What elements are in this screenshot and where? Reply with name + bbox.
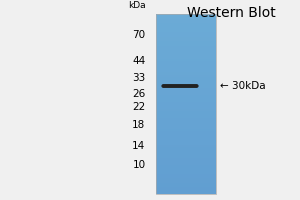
Bar <box>156 23 216 25</box>
Bar <box>156 124 216 126</box>
Bar <box>156 92 216 95</box>
Bar <box>156 153 216 156</box>
Bar <box>156 104 216 106</box>
Bar <box>156 113 216 115</box>
Bar <box>156 160 216 162</box>
Bar <box>156 18 216 21</box>
Bar <box>156 52 216 54</box>
Text: 26: 26 <box>132 89 146 99</box>
Bar <box>156 117 216 120</box>
Bar <box>156 81 216 84</box>
Bar <box>156 173 216 176</box>
Text: 10: 10 <box>132 160 146 170</box>
Bar <box>156 36 216 39</box>
Bar <box>156 133 216 136</box>
Bar <box>156 185 216 187</box>
Text: 22: 22 <box>132 102 146 112</box>
Bar <box>156 171 216 174</box>
Bar <box>156 131 216 133</box>
Bar <box>156 176 216 178</box>
Bar <box>156 20 216 23</box>
Bar <box>156 43 216 46</box>
Bar <box>156 106 216 108</box>
Bar <box>156 29 216 32</box>
Bar <box>156 77 216 79</box>
Bar <box>156 65 216 68</box>
Bar <box>156 158 216 160</box>
Bar <box>156 63 216 66</box>
Bar <box>156 146 216 149</box>
Bar <box>156 162 216 165</box>
Bar <box>156 70 216 72</box>
Text: 33: 33 <box>132 73 146 83</box>
Bar <box>156 180 216 183</box>
Bar <box>156 88 216 90</box>
Bar <box>156 41 216 43</box>
Bar <box>156 25 216 27</box>
Bar <box>156 101 216 104</box>
Bar <box>156 90 216 93</box>
Bar <box>156 126 216 129</box>
Bar <box>156 144 216 147</box>
Text: kDa: kDa <box>128 1 146 10</box>
Bar <box>156 38 216 41</box>
Bar <box>156 83 216 86</box>
Text: Western Blot: Western Blot <box>187 6 275 20</box>
Bar <box>156 54 216 57</box>
Bar <box>156 151 216 154</box>
Bar <box>156 135 216 138</box>
Bar <box>156 122 216 124</box>
Bar <box>156 182 216 185</box>
Bar <box>156 32 216 34</box>
Text: 14: 14 <box>132 141 146 151</box>
Bar <box>156 79 216 82</box>
Bar <box>156 137 216 140</box>
Bar <box>156 45 216 48</box>
Bar <box>156 47 216 50</box>
Bar <box>156 128 216 131</box>
Text: 18: 18 <box>132 120 146 130</box>
Bar <box>156 149 216 151</box>
Bar <box>156 14 216 194</box>
Bar <box>156 50 216 52</box>
Bar <box>156 61 216 64</box>
Text: 70: 70 <box>132 30 146 40</box>
Bar <box>156 142 216 144</box>
Bar <box>156 115 216 117</box>
Bar <box>156 99 216 102</box>
Bar <box>156 56 216 59</box>
Bar <box>156 169 216 171</box>
Bar <box>156 119 216 122</box>
Bar <box>156 72 216 75</box>
Bar <box>156 140 216 142</box>
Bar <box>156 110 216 113</box>
Bar <box>156 191 216 194</box>
Bar <box>156 187 216 190</box>
Bar <box>156 108 216 111</box>
Bar <box>156 189 216 192</box>
Text: ← 30kDa: ← 30kDa <box>220 81 266 91</box>
Text: 44: 44 <box>132 56 146 66</box>
Bar <box>156 86 216 88</box>
Bar <box>156 14 216 16</box>
Bar <box>156 16 216 19</box>
Bar <box>156 97 216 99</box>
Bar <box>156 59 216 61</box>
Bar <box>156 178 216 180</box>
Bar <box>156 34 216 36</box>
Bar <box>156 167 216 169</box>
Bar <box>156 164 216 167</box>
Bar <box>156 155 216 158</box>
Bar <box>156 68 216 70</box>
Bar <box>156 95 216 97</box>
Bar <box>156 27 216 30</box>
Bar <box>156 74 216 77</box>
